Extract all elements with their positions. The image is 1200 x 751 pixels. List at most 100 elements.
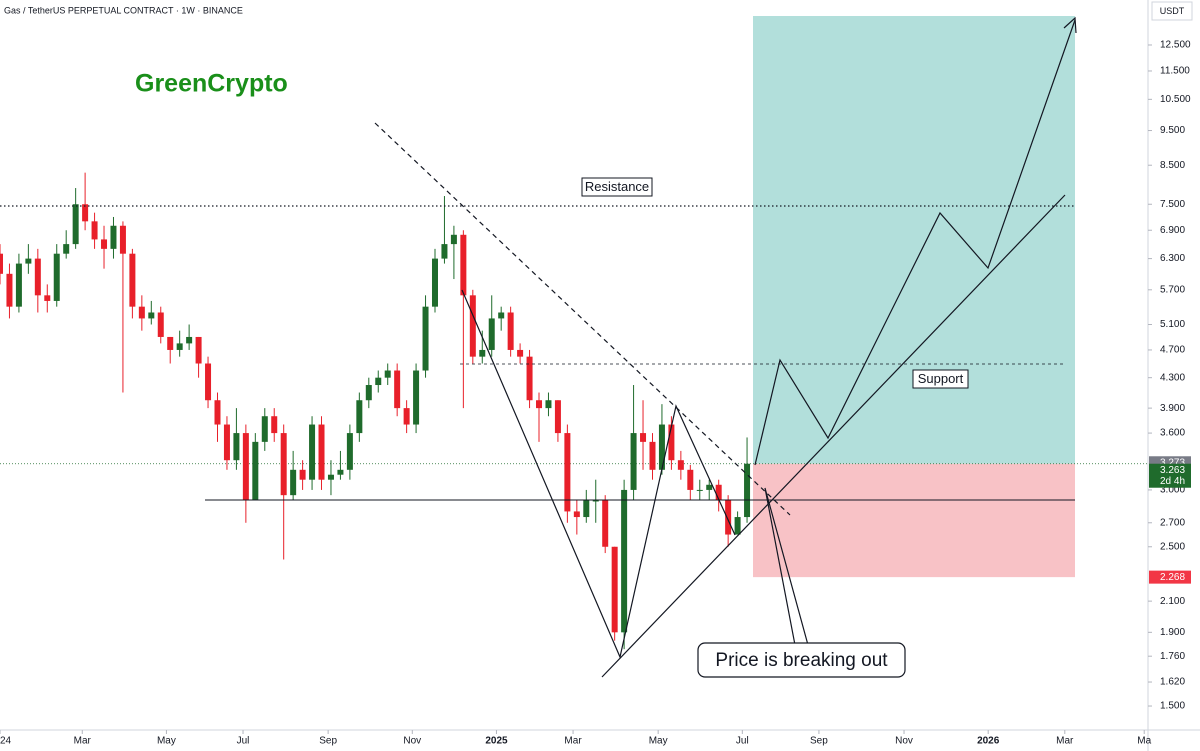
y-tick-label: 3.000 (1160, 485, 1185, 496)
candle-body (375, 377, 382, 386)
candle-body (517, 349, 524, 357)
labels: Resistance Support Price is breaking out… (4, 5, 969, 678)
x-tick-label: Mar (1056, 736, 1074, 747)
support-box (912, 369, 969, 389)
candle-body (573, 511, 580, 518)
candle-body (309, 424, 316, 480)
callout-box (697, 642, 906, 678)
y-tick-label: 5.100 (1160, 319, 1185, 330)
candle-body (715, 484, 722, 501)
candle-body (129, 253, 136, 307)
candle-body (696, 489, 703, 491)
candle-body (346, 433, 353, 470)
y-tick-label: 1.500 (1160, 701, 1185, 712)
candle-body (327, 474, 334, 480)
y-tick-label: 2.100 (1160, 596, 1185, 607)
support-label: Support (918, 371, 964, 386)
candle-body (0, 253, 3, 274)
candle-body (337, 469, 344, 475)
unit-box (1151, 1, 1193, 21)
candle-body (280, 433, 287, 496)
candle-body (602, 500, 609, 547)
y-tick-label: 3.900 (1160, 403, 1185, 414)
y-tick-label: 6.900 (1160, 225, 1185, 236)
y-tick-label: 5.700 (1160, 284, 1185, 295)
y-tick-label: 3.600 (1160, 428, 1185, 439)
x-tick-label: Nov (403, 736, 421, 747)
candle-body (554, 400, 561, 434)
callout-label: Price is breaking out (715, 650, 888, 671)
candle-body (413, 370, 420, 425)
candle-body (186, 336, 193, 344)
y-tick-label: 4.300 (1160, 372, 1185, 383)
candle-body (725, 500, 732, 535)
candle-body (498, 312, 505, 319)
candle-body (223, 424, 230, 461)
candles (0, 172, 751, 650)
candle-body (630, 433, 637, 490)
candle-body (592, 500, 599, 502)
y-tick-label: 7.500 (1160, 199, 1185, 210)
y-tick-label: 8.500 (1160, 160, 1185, 171)
candle-body (507, 312, 514, 350)
candle-body (119, 225, 126, 254)
candle-body (583, 500, 590, 518)
y-tick-label: 1.900 (1160, 627, 1185, 638)
y-tick-label: 10.500 (1160, 94, 1191, 105)
candle-body (195, 336, 202, 364)
y-tick-label: 12.500 (1160, 40, 1191, 51)
candle-body (460, 234, 467, 296)
candle-body (148, 312, 155, 319)
candle-body (242, 433, 249, 501)
candle-body (290, 469, 297, 496)
candle-body (157, 312, 164, 337)
candle-body (356, 400, 363, 434)
target-zone (753, 16, 1075, 464)
candle-body (658, 424, 665, 470)
price-tag (1149, 463, 1191, 488)
candle-body (394, 370, 401, 409)
candle-body (53, 253, 60, 301)
callout-pointer (764, 487, 809, 646)
candle-body (110, 225, 117, 249)
candle-body (91, 221, 98, 240)
candle-body (488, 318, 495, 350)
candle-body (44, 295, 51, 301)
candle-body (252, 441, 259, 501)
x-tick-label: Mar (74, 736, 92, 747)
watermark: GreenCrypto (135, 70, 288, 98)
x-tick-label: 2025 (485, 736, 508, 747)
candle-body (318, 424, 325, 480)
x-tick-label: Sep (810, 736, 828, 747)
pattern-lines (461, 289, 736, 659)
candle-body (536, 400, 543, 409)
x-tick-label: May (157, 736, 176, 747)
candle-body (526, 356, 533, 401)
candle-body (261, 416, 268, 442)
candle-body (176, 343, 183, 350)
x-tick-label: Mar (564, 736, 582, 747)
y-tick-label: 1.620 (1160, 677, 1185, 688)
projection-path (754, 19, 1076, 466)
chart-title: Gas / TetherUS PERPETUAL CONTRACT · 1W ·… (4, 5, 243, 15)
uptrend-line (601, 194, 1066, 678)
price-tag-label: 2.268 (1160, 572, 1185, 583)
y-tick-label: 6.300 (1160, 253, 1185, 264)
candle-body (479, 349, 486, 357)
candle-body (15, 263, 22, 307)
x-tick-label: Nov (895, 736, 913, 747)
y-tick-label: 2.700 (1160, 517, 1185, 528)
candle-body (72, 204, 79, 245)
candle-body (677, 460, 684, 470)
candle-body (34, 258, 41, 296)
candle-body (299, 469, 306, 480)
candle-body (744, 463, 751, 518)
candle-body (649, 441, 656, 470)
y-tick-label: 4.700 (1160, 345, 1185, 356)
candle-body (403, 408, 410, 425)
price-tag-label: 3.263 (1160, 465, 1185, 476)
price-tag (1149, 570, 1191, 584)
candle-body (214, 400, 221, 425)
candle-body (271, 416, 278, 434)
